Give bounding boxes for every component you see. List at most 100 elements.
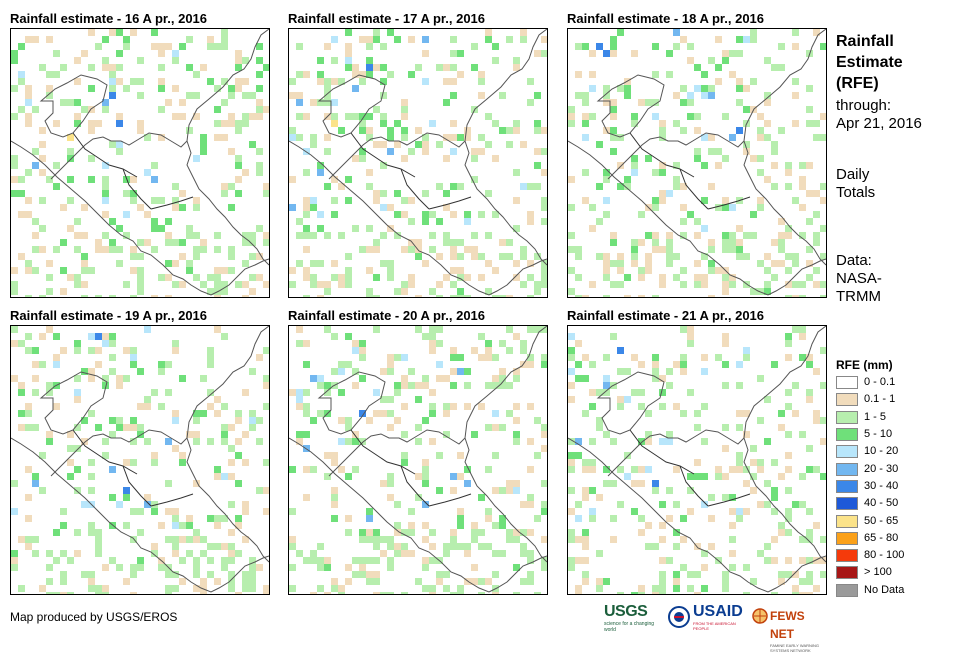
rainfall-cell bbox=[715, 36, 722, 43]
rainfall-cell bbox=[109, 78, 116, 85]
rainfall-cell bbox=[123, 578, 130, 585]
rainfall-cell bbox=[673, 162, 680, 169]
rainfall-cell bbox=[338, 78, 345, 85]
rainfall-cell bbox=[750, 473, 757, 480]
rainfall-cell bbox=[172, 522, 179, 529]
rainfall-cell bbox=[67, 225, 74, 232]
rainfall-cell bbox=[123, 232, 130, 239]
rainfall-cell bbox=[172, 239, 179, 246]
rainfall-cell bbox=[499, 424, 506, 431]
rainfall-cell bbox=[263, 190, 269, 197]
rainfall-cell bbox=[324, 43, 331, 50]
rainfall-cell bbox=[541, 536, 547, 543]
rainfall-cell bbox=[568, 382, 575, 389]
rainfall-cell bbox=[186, 550, 193, 557]
rainfall-cell bbox=[652, 487, 659, 494]
rainfall-cell bbox=[303, 340, 310, 347]
rainfall-cell bbox=[492, 410, 499, 417]
rainfall-cell bbox=[631, 389, 638, 396]
rainfall-cell bbox=[582, 529, 589, 536]
rainfall-cell bbox=[214, 274, 221, 281]
rainfall-cell bbox=[345, 176, 352, 183]
rainfall-cell bbox=[95, 361, 102, 368]
rainfall-cell bbox=[249, 239, 256, 246]
rainfall-cell bbox=[492, 211, 499, 218]
rainfall-cell bbox=[60, 347, 67, 354]
rainfall-cell bbox=[102, 246, 109, 253]
rainfall-cell bbox=[687, 92, 694, 99]
rainfall-cell bbox=[137, 424, 144, 431]
fews-net-tagline: FAMINE EARLY WARNING SYSTEMS NETWORK bbox=[770, 643, 820, 653]
rainfall-cell bbox=[541, 127, 547, 134]
rainfall-cell bbox=[373, 106, 380, 113]
rainfall-cell bbox=[60, 578, 67, 585]
rainfall-cell bbox=[820, 473, 826, 480]
rainfall-cell bbox=[645, 267, 652, 274]
rainfall-cell bbox=[39, 225, 46, 232]
rainfall-cell bbox=[151, 543, 158, 550]
rainfall-cell bbox=[757, 169, 764, 176]
rainfall-cell bbox=[345, 564, 352, 571]
rainfall-cell bbox=[506, 347, 513, 354]
rainfall-cell bbox=[659, 592, 666, 594]
rainfall-cell bbox=[701, 281, 708, 288]
rainfall-cell bbox=[256, 225, 263, 232]
rainfall-cell bbox=[450, 246, 457, 253]
rainfall-cell bbox=[785, 571, 792, 578]
rainfall-cell bbox=[401, 431, 408, 438]
rainfall-cell bbox=[214, 246, 221, 253]
rainfall-cell bbox=[81, 295, 88, 297]
rainfall-cell bbox=[764, 176, 771, 183]
rainfall-cell bbox=[74, 57, 81, 64]
rainfall-cell bbox=[25, 267, 32, 274]
rainfall-cell bbox=[722, 113, 729, 120]
rainfall-cell bbox=[228, 246, 235, 253]
rainfall-cell bbox=[39, 452, 46, 459]
rainfall-cell bbox=[471, 232, 478, 239]
rainfall-cell bbox=[443, 204, 450, 211]
rainfall-cell bbox=[813, 522, 820, 529]
rainfall-cell bbox=[380, 162, 387, 169]
rainfall-cell bbox=[186, 260, 193, 267]
rainfall-cell bbox=[666, 431, 673, 438]
rainfall-cell bbox=[394, 354, 401, 361]
rainfall-cell bbox=[464, 127, 471, 134]
rainfall-cell bbox=[603, 354, 610, 361]
rainfall-cell bbox=[317, 78, 324, 85]
rainfall-cell bbox=[568, 368, 575, 375]
rainfall-cell bbox=[708, 134, 715, 141]
rainfall-cell bbox=[32, 480, 39, 487]
rainfall-cell bbox=[673, 571, 680, 578]
rainfall-cell bbox=[659, 190, 666, 197]
rainfall-cell bbox=[296, 403, 303, 410]
rainfall-cell bbox=[324, 382, 331, 389]
rainfall-cell bbox=[792, 295, 799, 297]
rainfall-cell bbox=[338, 281, 345, 288]
rainfall-cell bbox=[359, 557, 366, 564]
rainfall-cell bbox=[506, 295, 513, 297]
rainfall-cell bbox=[46, 36, 53, 43]
rainfall-cell bbox=[513, 197, 520, 204]
rainfall-cell bbox=[221, 36, 228, 43]
rainfall-cell bbox=[764, 501, 771, 508]
rainfall-cell bbox=[193, 204, 200, 211]
rainfall-cell bbox=[722, 578, 729, 585]
rainfall-cell bbox=[186, 267, 193, 274]
rainfall-cell bbox=[715, 162, 722, 169]
rainfall-cell bbox=[743, 232, 750, 239]
rainfall-cell bbox=[11, 113, 18, 120]
rainfall-cell bbox=[207, 43, 214, 50]
rainfall-cell bbox=[345, 43, 352, 50]
rainfall-cell bbox=[687, 113, 694, 120]
rainfall-cell bbox=[736, 225, 743, 232]
rainfall-cell bbox=[18, 424, 25, 431]
rainfall-cell bbox=[799, 162, 806, 169]
rainfall-cell bbox=[520, 253, 527, 260]
rainfall-cell bbox=[659, 438, 666, 445]
rainfall-cell bbox=[158, 106, 165, 113]
rainfall-cell bbox=[582, 99, 589, 106]
rainfall-cell bbox=[18, 253, 25, 260]
fews-net-wordmark: FEWS NET bbox=[770, 609, 805, 641]
rainfall-cell bbox=[380, 410, 387, 417]
rainfall-cell bbox=[701, 85, 708, 92]
